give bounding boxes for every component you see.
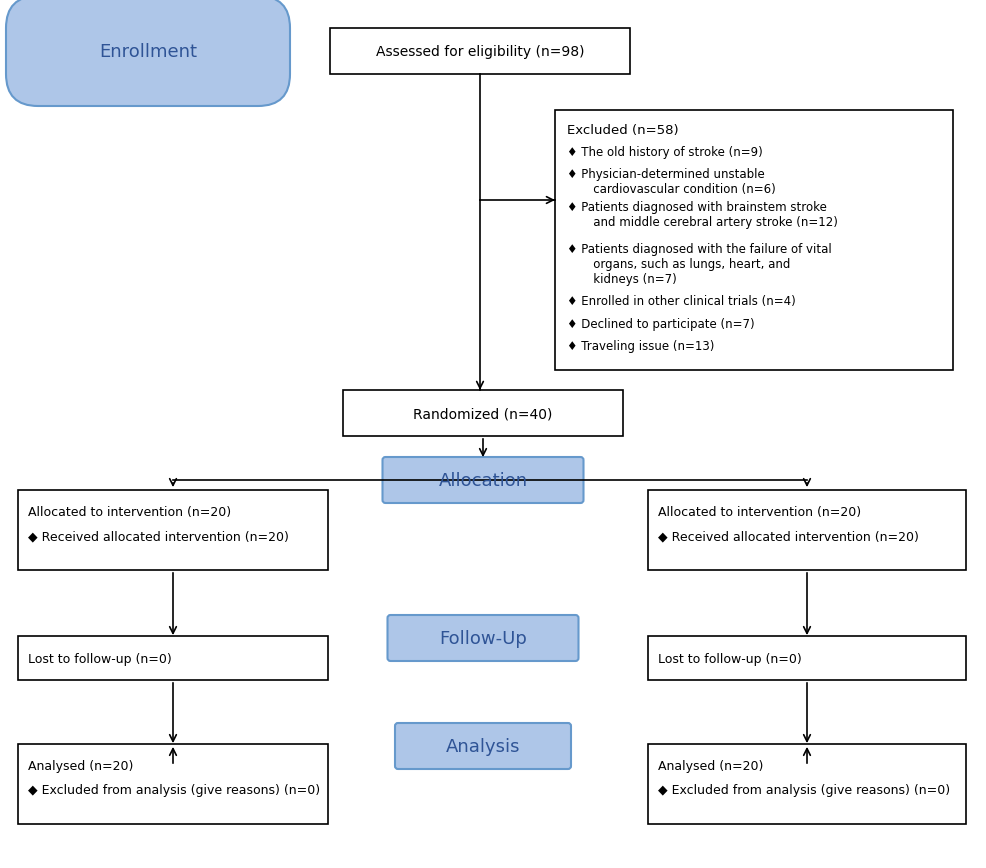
FancyBboxPatch shape [18,636,328,680]
Text: ◆ Excluded from analysis (give reasons) (n=0): ◆ Excluded from analysis (give reasons) … [28,784,320,797]
Text: Allocated to intervention (n=20): Allocated to intervention (n=20) [658,506,861,519]
Text: Allocated to intervention (n=20): Allocated to intervention (n=20) [28,506,231,519]
Text: ♦ Traveling issue (n=13): ♦ Traveling issue (n=13) [567,340,715,353]
FancyBboxPatch shape [648,744,966,824]
FancyBboxPatch shape [648,636,966,680]
FancyBboxPatch shape [6,0,290,106]
Text: Assessed for eligibility (n=98): Assessed for eligibility (n=98) [376,45,585,59]
FancyBboxPatch shape [648,490,966,570]
Text: ♦ The old history of stroke (n=9): ♦ The old history of stroke (n=9) [567,146,763,159]
FancyBboxPatch shape [343,390,623,436]
FancyBboxPatch shape [395,723,571,769]
Text: ♦ Patients diagnosed with the failure of vital
       organs, such as lungs, hea: ♦ Patients diagnosed with the failure of… [567,243,832,286]
FancyBboxPatch shape [18,490,328,570]
FancyBboxPatch shape [555,110,953,370]
FancyBboxPatch shape [387,615,579,661]
Text: Lost to follow-up (n=0): Lost to follow-up (n=0) [28,653,172,666]
Text: ♦ Physician-determined unstable
       cardiovascular condition (n=6): ♦ Physician-determined unstable cardiova… [567,168,776,196]
Text: Randomized (n=40): Randomized (n=40) [413,407,553,421]
Text: ◆ Received allocated intervention (n=20): ◆ Received allocated intervention (n=20) [658,530,919,543]
Text: Analysis: Analysis [446,738,521,756]
Text: Excluded (n=58): Excluded (n=58) [567,124,678,137]
Text: Lost to follow-up (n=0): Lost to follow-up (n=0) [658,653,802,666]
Text: ♦ Enrolled in other clinical trials (n=4): ♦ Enrolled in other clinical trials (n=4… [567,295,796,308]
FancyBboxPatch shape [18,744,328,824]
Text: Allocation: Allocation [439,472,528,490]
Text: Follow-Up: Follow-Up [439,630,527,648]
Text: ♦ Declined to participate (n=7): ♦ Declined to participate (n=7) [567,318,754,331]
Text: ◆ Received allocated intervention (n=20): ◆ Received allocated intervention (n=20) [28,530,289,543]
Text: ◆ Excluded from analysis (give reasons) (n=0): ◆ Excluded from analysis (give reasons) … [658,784,951,797]
Text: Analysed (n=20): Analysed (n=20) [658,760,763,773]
Text: Enrollment: Enrollment [99,43,197,61]
Text: Analysed (n=20): Analysed (n=20) [28,760,133,773]
FancyBboxPatch shape [330,28,630,74]
FancyBboxPatch shape [383,457,584,503]
Text: ♦ Patients diagnosed with brainstem stroke
       and middle cerebral artery str: ♦ Patients diagnosed with brainstem stro… [567,201,838,229]
